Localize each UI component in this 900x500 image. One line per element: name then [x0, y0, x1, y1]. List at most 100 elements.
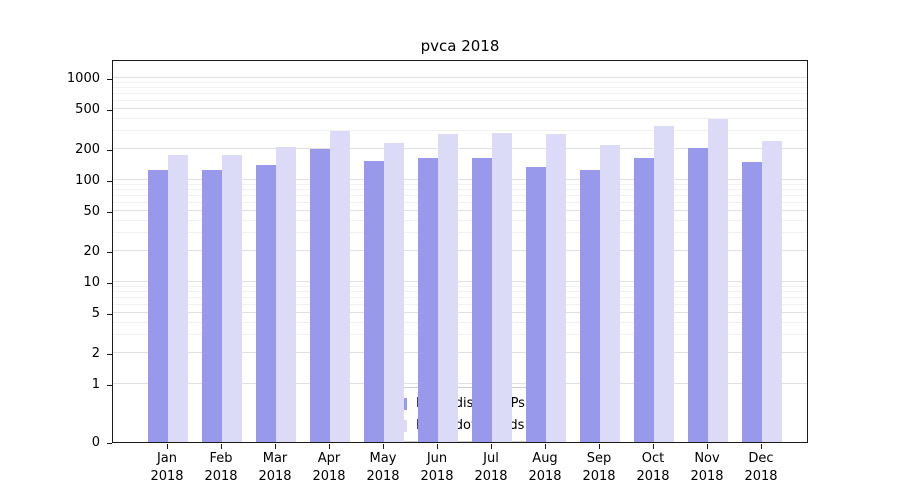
x-tick-label: Oct 2018 [636, 451, 670, 484]
bar-distinct-ips [310, 149, 330, 442]
bar-downloads [708, 118, 728, 442]
bar-distinct-ips [526, 166, 546, 442]
x-tick-mark [653, 444, 654, 449]
gridline-minor [113, 321, 807, 323]
x-tick-mark [707, 444, 708, 449]
x-tick-mark [599, 444, 600, 449]
bar-downloads [222, 155, 242, 442]
gridline-major [113, 281, 807, 282]
gridline-minor [113, 99, 807, 101]
x-tick-label: Nov 2018 [690, 451, 724, 484]
gridline-major [113, 209, 807, 211]
gridline-major [113, 352, 807, 354]
gridline-major [113, 148, 807, 150]
x-tick-mark [221, 444, 222, 449]
y-tick-mark [107, 211, 112, 213]
bar-downloads [438, 134, 458, 442]
bar-downloads [546, 134, 566, 442]
bar-distinct-ips [418, 157, 438, 442]
x-tick-label: Aug 2018 [528, 451, 562, 484]
y-tick-mark [107, 443, 112, 444]
x-tick-label: Jan 2018 [150, 451, 184, 484]
x-tick-label: Apr 2018 [312, 451, 346, 484]
bar-distinct-ips [202, 170, 222, 442]
y-tick-label: 2 [91, 346, 100, 362]
x-tick-label: Dec 2018 [744, 451, 778, 484]
gridline-minor [113, 232, 807, 234]
x-tick-label: Jul 2018 [474, 451, 508, 484]
bar-downloads [492, 132, 512, 442]
bar-distinct-ips [742, 162, 762, 442]
y-tick-label: 1 [91, 377, 100, 392]
x-tick-mark [329, 444, 330, 449]
gridline-minor [113, 188, 807, 190]
y-tick-mark [107, 283, 112, 284]
x-tick-label: Mar 2018 [258, 451, 292, 484]
gridline-minor [113, 219, 807, 221]
bar-distinct-ips [256, 165, 276, 442]
y-tick-label: 50 [83, 203, 100, 219]
x-tick-mark [545, 444, 546, 449]
y-tick-label: 0 [91, 435, 100, 450]
x-tick-mark [761, 444, 762, 449]
chart-title: pvca 2018 [420, 37, 500, 55]
gridline-minor [113, 92, 807, 94]
bar-downloads [762, 141, 782, 442]
y-tick-label: 5 [91, 305, 100, 321]
bar-distinct-ips [580, 170, 600, 442]
gridline-minor [113, 130, 807, 132]
y-tick-mark [107, 79, 112, 80]
gridline-major [113, 250, 807, 252]
y-tick-mark [107, 109, 112, 111]
bar-distinct-ips [688, 148, 708, 442]
bar-downloads [330, 131, 350, 442]
y-tick-mark [107, 313, 112, 315]
bar-distinct-ips [148, 170, 168, 442]
gridline-major [113, 179, 807, 180]
gridline-minor [113, 81, 807, 83]
x-tick-label: Feb 2018 [204, 451, 238, 484]
bar-downloads [654, 125, 674, 442]
gridline-minor [113, 117, 807, 119]
bar-downloads [600, 145, 620, 442]
bar-downloads [168, 155, 188, 442]
bar-downloads [276, 147, 296, 442]
y-tick-label: 1000 [66, 71, 100, 86]
x-tick-mark [167, 444, 168, 449]
y-tick-mark [107, 354, 112, 356]
y-tick-mark [107, 150, 112, 152]
y-tick-label: 10 [83, 275, 100, 290]
bar-distinct-ips [364, 160, 384, 442]
gridline-minor [113, 285, 807, 287]
y-tick-mark [107, 252, 112, 254]
x-tick-label: Sep 2018 [582, 451, 616, 484]
x-tick-mark [275, 444, 276, 449]
gridline-major [113, 107, 807, 109]
gridline-major [113, 383, 807, 384]
y-tick-mark [107, 385, 112, 386]
gridline-minor [113, 86, 807, 88]
y-tick-label: 20 [83, 244, 100, 260]
gridline-minor [113, 303, 807, 305]
y-tick-label: 200 [75, 142, 100, 158]
y-tick-mark [107, 181, 112, 182]
x-tick-label: Jun 2018 [420, 451, 454, 484]
gridline-minor [113, 296, 807, 298]
gridline-minor [113, 201, 807, 203]
x-tick-mark [491, 444, 492, 449]
gridline-major [113, 311, 807, 313]
bar-distinct-ips [634, 157, 654, 442]
bar-distinct-ips [472, 157, 492, 442]
y-tick-label: 500 [75, 101, 100, 117]
gridline-minor [113, 334, 807, 336]
gridline-minor [113, 290, 807, 292]
x-tick-mark [383, 444, 384, 449]
gridline-minor [113, 194, 807, 196]
gridline-minor [113, 183, 807, 185]
y-tick-label: 100 [75, 173, 100, 188]
gridline-major [113, 77, 807, 78]
plot-area: Nb of distinct IPs Nb of downloads [112, 60, 808, 443]
x-tick-label: May 2018 [366, 451, 400, 484]
x-tick-mark [437, 444, 438, 449]
